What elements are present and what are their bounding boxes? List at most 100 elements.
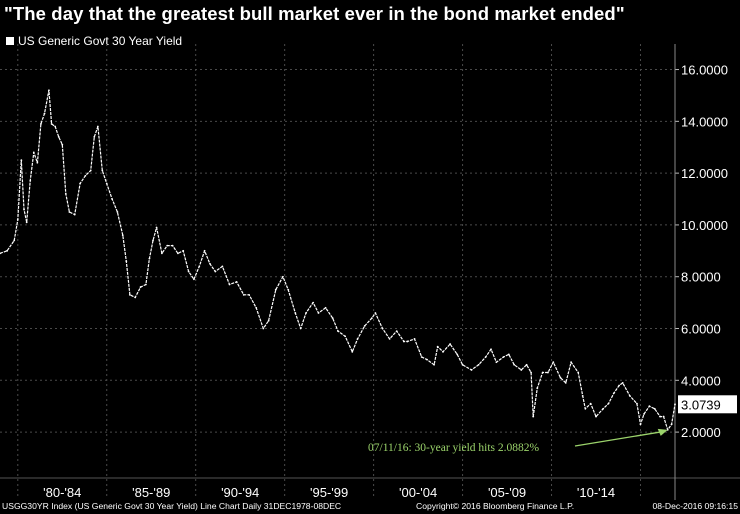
data-point: [584, 407, 587, 410]
x-tick-label: '90-'94: [221, 485, 259, 500]
data-point: [643, 413, 645, 415]
data-point: [134, 296, 137, 299]
footer: USGG30YR Index (US Generic Govt 30 Year …: [0, 500, 740, 514]
data-point: [370, 317, 373, 320]
data-point: [344, 335, 347, 338]
data-point: [674, 403, 676, 406]
data-point: [262, 327, 265, 330]
data-point: [356, 337, 359, 340]
data-point: [317, 312, 320, 314]
data-point: [628, 394, 631, 397]
data-point: [648, 405, 651, 408]
data-point: [581, 394, 584, 397]
data-point: [43, 112, 46, 115]
data-point: [670, 423, 673, 426]
x-tick-label: '05-'09: [488, 485, 526, 500]
y-tick-label: 14.0000: [681, 114, 728, 129]
annotation-layer: 07/11/16: 30-year yield hits 2.0882%: [368, 428, 668, 454]
footer-copyright: Copyright© 2016 Bloomberg Finance L.P.: [416, 501, 575, 511]
data-point: [182, 249, 185, 252]
data-point: [242, 293, 245, 296]
data-point: [209, 262, 211, 265]
data-point: [287, 288, 290, 291]
annotation-text: 07/11/16: 30-year yield hits 2.0882%: [368, 442, 540, 454]
data-point: [61, 143, 64, 146]
data-point: [331, 317, 334, 320]
data-point: [161, 252, 163, 255]
y-tick-label: 8.0000: [681, 270, 721, 285]
data-point: [187, 270, 190, 273]
data-point: [433, 363, 436, 366]
data-point: [636, 402, 638, 405]
data-point: [193, 278, 195, 281]
data-point: [547, 371, 549, 374]
data-point: [23, 208, 25, 211]
data-point: [144, 283, 147, 286]
annotation-arrow: [574, 431, 662, 447]
data-point: [530, 371, 532, 374]
x-tick-label: '80-'84: [43, 485, 81, 500]
data-point: [570, 361, 572, 364]
data-point: [89, 169, 92, 172]
x-tick-label: '00-'04: [399, 485, 437, 500]
footer-timestamp: 08-Dec-2016 09:16:15: [652, 501, 738, 511]
last-value-box: [678, 395, 737, 414]
data-point: [525, 363, 528, 366]
data-point: [125, 260, 128, 263]
data-point: [73, 213, 76, 216]
data-point: [420, 356, 423, 358]
data-point: [32, 151, 35, 154]
data-point: [299, 327, 302, 330]
data-point: [50, 123, 53, 125]
data-point: [29, 179, 32, 182]
x-tick-label: '10-'14: [577, 485, 615, 500]
y-tick-label: 6.0000: [681, 322, 721, 337]
data-point: [36, 161, 39, 164]
data-point: [502, 356, 505, 358]
data-point: [484, 356, 487, 358]
data-point: [639, 423, 642, 426]
data-point: [436, 345, 439, 348]
data-point: [612, 392, 615, 395]
data-point: [248, 293, 250, 296]
data-point: [477, 363, 480, 366]
y-tick-label: 16.0000: [681, 63, 728, 78]
data-point: [659, 415, 661, 418]
data-point: [621, 381, 624, 384]
legend: US Generic Govt 30 Year Yield: [6, 34, 182, 48]
data-point: [406, 340, 409, 343]
data-point: [470, 369, 473, 371]
last-value-label: 3.0739: [681, 397, 721, 412]
data-point: [48, 89, 50, 92]
data-point: [589, 402, 592, 405]
data-point: [552, 361, 555, 364]
legend-swatch: [6, 37, 14, 45]
data-point: [456, 353, 459, 356]
data-point: [449, 343, 452, 345]
data-point: [40, 123, 42, 125]
data-point: [294, 312, 297, 314]
data-point: [490, 348, 492, 351]
data-point: [274, 288, 277, 291]
data-point: [64, 192, 67, 195]
data-point: [13, 239, 16, 242]
data-point: [337, 330, 339, 333]
data-point: [442, 350, 444, 353]
data-point: [363, 325, 366, 327]
data-point: [267, 319, 270, 322]
chart-title: "The day that the greatest bull market e…: [4, 3, 625, 24]
data-point: [281, 275, 284, 278]
x-tick-label: '95-'99: [310, 485, 348, 500]
data-point: [513, 363, 516, 366]
data-point: [155, 226, 158, 229]
data-point: [221, 265, 224, 268]
y-axis: 2.0000 4.0000 6.0000 8.0000 10.0000 12.0000 14…: [674, 44, 737, 500]
data-point: [79, 182, 81, 185]
data-point: [57, 135, 60, 138]
footer-index-description: USGG30YR Index (US Generic Govt 30 Year …: [2, 501, 342, 511]
data-point: [0, 252, 1, 255]
data-point: [111, 198, 113, 200]
data-point: [388, 337, 391, 340]
data-point: [171, 244, 174, 247]
